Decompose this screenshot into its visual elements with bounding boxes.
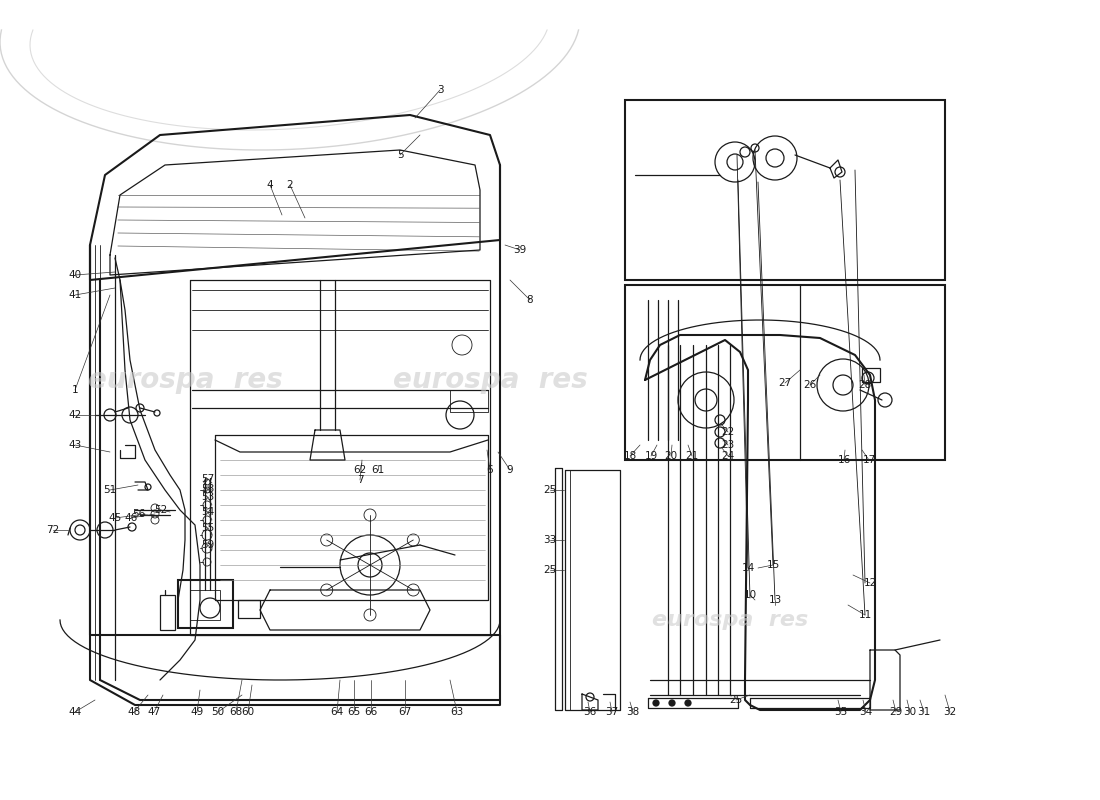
Text: 43: 43 [68, 440, 81, 450]
Text: 27: 27 [779, 378, 792, 388]
Text: 41: 41 [68, 290, 81, 300]
Circle shape [685, 700, 691, 706]
Text: 60: 60 [241, 707, 254, 717]
Text: 67: 67 [398, 707, 411, 717]
Text: 57: 57 [201, 474, 214, 484]
Text: 58: 58 [201, 484, 214, 494]
Text: 38: 38 [626, 707, 639, 717]
Circle shape [669, 700, 675, 706]
Text: 36: 36 [583, 707, 596, 717]
Text: 8: 8 [527, 295, 534, 305]
Text: 54: 54 [201, 507, 214, 517]
Text: 45: 45 [109, 513, 122, 523]
Text: 49: 49 [190, 707, 204, 717]
Text: 31: 31 [917, 707, 931, 717]
Text: 19: 19 [645, 451, 658, 461]
Text: 33: 33 [543, 535, 557, 545]
Text: 68: 68 [230, 707, 243, 717]
Text: 14: 14 [741, 563, 755, 573]
Bar [238, 600, 260, 618]
Text: 39: 39 [514, 245, 527, 255]
Text: eurospa  res: eurospa res [88, 366, 283, 394]
Text: 65: 65 [348, 707, 361, 717]
Text: 3: 3 [437, 85, 443, 95]
Text: 61: 61 [372, 465, 385, 475]
Text: 17: 17 [862, 455, 876, 465]
Text: 59: 59 [201, 540, 214, 550]
Text: 28: 28 [858, 380, 871, 390]
Text: 44: 44 [68, 707, 81, 717]
Text: 40: 40 [68, 270, 81, 280]
Text: 62: 62 [353, 465, 366, 475]
Text: 24: 24 [722, 451, 735, 461]
Text: 42: 42 [68, 410, 81, 420]
Text: 66: 66 [364, 707, 377, 717]
Text: 34: 34 [859, 707, 872, 717]
Text: 1: 1 [72, 385, 78, 395]
Bar [160, 595, 175, 630]
Text: 37: 37 [605, 707, 618, 717]
Text: 12: 12 [864, 578, 877, 588]
Text: 4: 4 [266, 180, 273, 190]
Bar [625, 100, 945, 280]
Text: 25: 25 [543, 565, 557, 575]
Text: 7: 7 [356, 475, 363, 485]
Text: 11: 11 [858, 610, 871, 620]
Bar [190, 590, 220, 620]
Text: 22: 22 [722, 427, 735, 437]
Text: 46: 46 [124, 513, 138, 523]
Text: 2: 2 [287, 180, 294, 190]
Text: 13: 13 [769, 595, 782, 605]
Text: 15: 15 [767, 560, 780, 570]
Text: 10: 10 [744, 590, 757, 600]
Text: 29: 29 [890, 707, 903, 717]
Text: 55: 55 [201, 523, 214, 533]
Text: 23: 23 [722, 440, 735, 450]
Text: 53: 53 [201, 492, 214, 502]
Text: 63: 63 [450, 707, 463, 717]
Text: eurospa  res: eurospa res [393, 366, 587, 394]
Text: 25: 25 [543, 485, 557, 495]
Text: 25: 25 [729, 695, 743, 705]
Bar [178, 580, 233, 628]
Text: 50: 50 [211, 707, 224, 717]
Text: 30: 30 [903, 707, 916, 717]
Text: 47: 47 [147, 707, 161, 717]
Text: 20: 20 [664, 451, 678, 461]
Bar [625, 285, 945, 460]
Text: 51: 51 [103, 485, 117, 495]
Text: 72: 72 [46, 525, 59, 535]
Text: 21: 21 [685, 451, 698, 461]
Text: 18: 18 [624, 451, 637, 461]
Text: eurospa  res: eurospa res [652, 610, 808, 630]
Text: 52: 52 [154, 505, 167, 515]
Text: 9: 9 [507, 465, 514, 475]
Text: 32: 32 [944, 707, 957, 717]
Text: 26: 26 [803, 380, 816, 390]
Text: 64: 64 [330, 707, 343, 717]
Text: 35: 35 [835, 707, 848, 717]
Bar [862, 368, 880, 382]
Circle shape [653, 700, 659, 706]
Text: 6: 6 [486, 465, 493, 475]
Text: 16: 16 [837, 455, 850, 465]
Text: 56: 56 [132, 509, 145, 519]
Text: 48: 48 [128, 707, 141, 717]
Text: 5: 5 [397, 150, 404, 160]
